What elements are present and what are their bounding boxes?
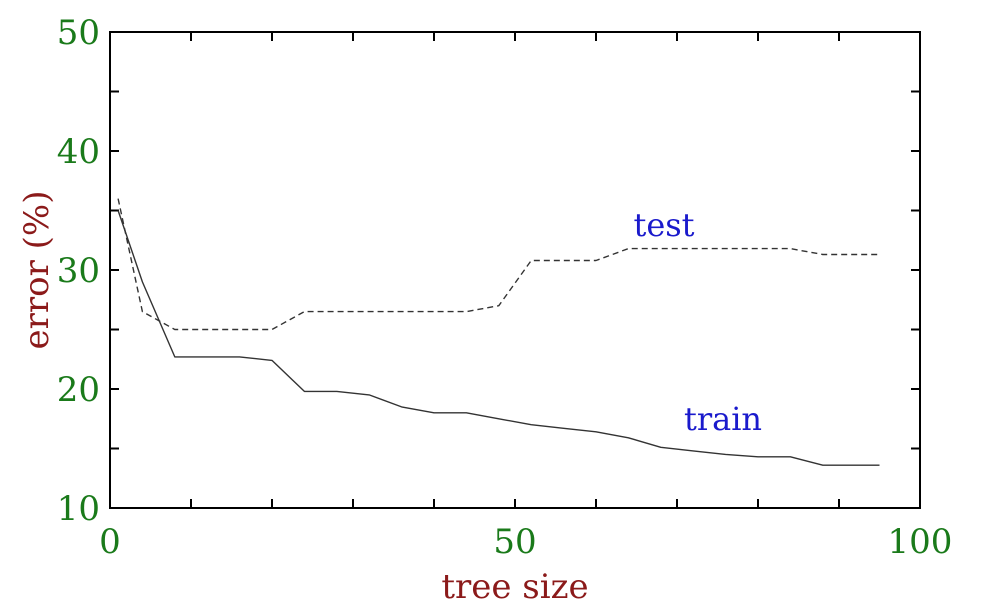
x-axis-label: tree size <box>441 567 588 607</box>
x-tick-label: 0 <box>99 522 121 562</box>
y-axis-label: error (%) <box>17 191 57 350</box>
plot-frame <box>109 31 921 509</box>
series-label-train: train <box>684 400 762 438</box>
series-label-test: test <box>633 206 694 244</box>
axis-ticks <box>110 32 920 508</box>
y-tick-label: 20 <box>57 370 100 410</box>
series-lines <box>117 198 880 466</box>
series-line-train <box>117 210 880 466</box>
y-tick-label: 40 <box>57 132 100 172</box>
x-tick-label: 100 <box>888 522 953 562</box>
y-tick-label: 10 <box>57 489 100 529</box>
tick-labels: 0 50 100 10 20 30 40 50 <box>57 13 953 562</box>
y-tick-label: 30 <box>57 251 100 291</box>
y-tick-label: 50 <box>57 13 100 53</box>
x-tick-label: 50 <box>493 522 536 562</box>
series-line-test <box>117 198 880 331</box>
